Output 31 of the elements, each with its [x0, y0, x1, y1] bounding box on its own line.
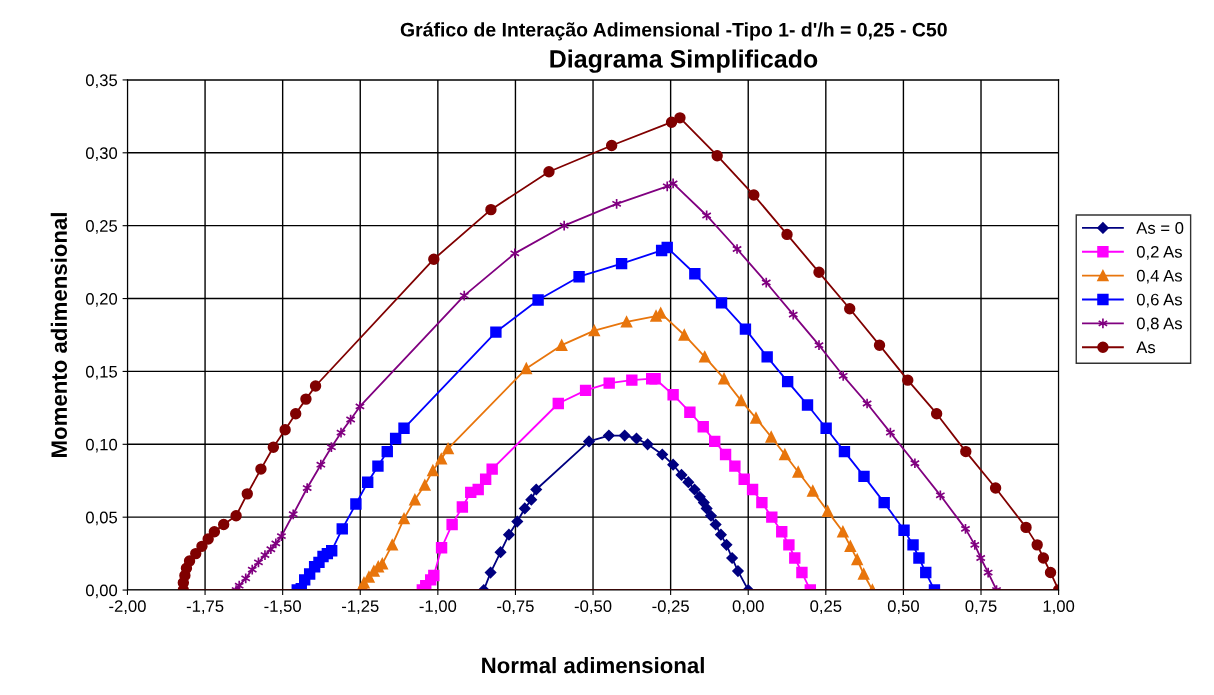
x-tick-label: 0,75: [965, 600, 997, 614]
x-tick-label: -2,00: [109, 600, 146, 614]
legend-label: 0,4 As: [1136, 269, 1182, 284]
y-axis-title: Momento adimensional: [50, 213, 68, 457]
x-tick-label: -0,25: [652, 600, 689, 614]
x-tick-label: -0,75: [497, 600, 534, 614]
x-tick-label: 0,00: [732, 600, 764, 614]
y-tick-label: 0,00: [85, 584, 118, 599]
y-tick-label: 0,25: [85, 220, 118, 234]
y-tick-label: 0,15: [85, 365, 118, 380]
legend-label: 0,6 As: [1136, 293, 1182, 308]
chart-subtitle: Diagrama Simplificado: [550, 49, 818, 73]
x-tick-label: -0,50: [574, 600, 612, 614]
legend-label: 0,2 As: [1136, 245, 1182, 260]
y-tick-label: 0,30: [85, 147, 118, 161]
x-tick-label: 0,25: [810, 600, 842, 614]
y-tick-label: 0,10: [85, 438, 118, 453]
x-tick-label: -1,50: [264, 600, 301, 614]
x-tick-label: -1,00: [419, 600, 457, 614]
y-tick-label: 0,05: [85, 511, 118, 526]
legend-label: As: [1136, 341, 1156, 354]
x-tick-label: 1,00: [1043, 600, 1075, 614]
x-tick-label: -1,25: [342, 600, 379, 614]
legend-label: 0,8 As: [1136, 317, 1182, 332]
y-tick-label: 0,20: [85, 292, 118, 307]
chart-title: Gráfico de Interação Adimensional -Tipo 1- d'/h = 0,25 - C50: [400, 22, 947, 41]
legend-label: As = 0: [1136, 222, 1184, 234]
x-tick-label: 0,50: [887, 600, 919, 614]
y-tick-label: 0,35: [85, 74, 118, 89]
x-axis-title: Normal adimensional: [482, 656, 704, 674]
x-tick-label: -1,75: [186, 600, 224, 614]
